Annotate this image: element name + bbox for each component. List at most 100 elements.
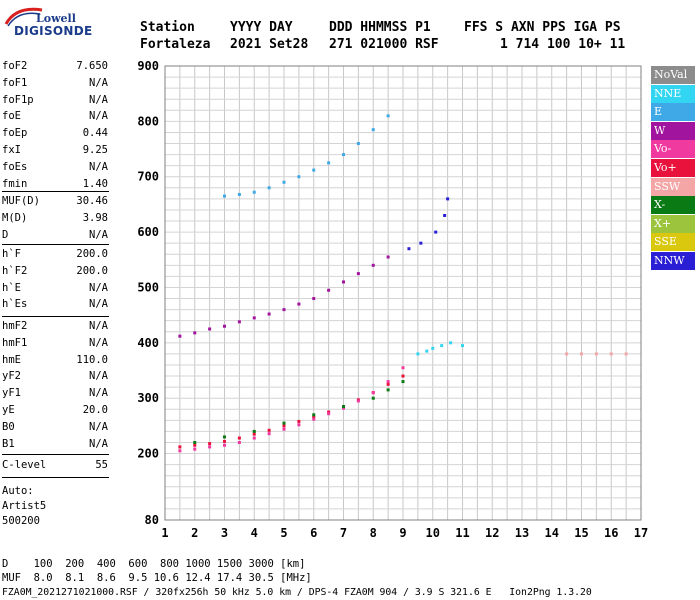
digisonde-logo-swoosh-icon	[4, 7, 43, 27]
x-tick-label: 17	[634, 526, 648, 540]
legend-item: Vo-	[651, 140, 695, 159]
trace-point	[371, 396, 375, 400]
trace-point	[312, 417, 316, 421]
trace-point	[267, 432, 271, 436]
trace-point	[223, 194, 226, 198]
param-row: C-level 55	[2, 457, 108, 474]
param-key: yE	[2, 403, 15, 416]
params-group-critical: foF2 7.650 foF1 N/A foF1p N/A foE N/A foEp 0.44 fx…	[2, 58, 108, 192]
trace-point	[624, 352, 628, 356]
trace-point	[178, 334, 182, 338]
legend-item: SSW	[651, 177, 695, 196]
param-row: MUF(D) 30.46	[2, 193, 108, 210]
trace-point	[386, 388, 390, 392]
param-row: foF1 N/A	[2, 75, 108, 92]
trace-point	[297, 423, 301, 427]
param-value: 1.40	[82, 177, 108, 190]
param-row: hmF2 N/A	[2, 318, 108, 335]
param-key: h`F2	[2, 264, 28, 277]
logo-lowell: Lowell	[36, 12, 76, 25]
param-key: M(D)	[2, 211, 28, 224]
y-tick-label: 500	[137, 280, 159, 294]
params-group-clevel: C-level 55	[2, 457, 108, 474]
trace-point	[297, 419, 301, 423]
param-key: hmE	[2, 353, 21, 366]
trace-point	[178, 445, 182, 449]
param-row: foE N/A	[2, 108, 108, 125]
legend-item: Vo+	[651, 159, 695, 177]
trace-point	[267, 428, 271, 432]
y-tick-label: 300	[137, 391, 159, 405]
trace-point	[440, 344, 444, 348]
trace-point	[565, 352, 569, 356]
trace-point	[223, 443, 226, 447]
trace-point	[419, 241, 423, 245]
trace-point	[208, 442, 212, 446]
param-key: foF1	[2, 76, 28, 89]
param-key: h`E	[2, 281, 21, 294]
trace-point	[386, 380, 390, 384]
params-group-muf: MUF(D) 30.46 M(D) 3.98 D N/A	[2, 193, 108, 243]
header-date-value: 2021 Set28	[230, 37, 309, 52]
trace-point	[449, 341, 453, 345]
trace-point	[312, 297, 316, 301]
param-value: 7.650	[76, 60, 108, 72]
trace-point	[327, 161, 331, 165]
param-row: h`Es N/A	[2, 296, 108, 313]
logo-digisonde: DIGISONDE	[14, 24, 93, 38]
param-row: yE 20.0	[2, 402, 108, 419]
trace-point	[327, 288, 331, 292]
param-row: yF2 N/A	[2, 368, 108, 385]
y-tick-label: 700	[137, 170, 159, 184]
param-row: foF1p N/A	[2, 92, 108, 109]
trace-point	[356, 142, 360, 146]
legend-item: X+	[651, 214, 695, 233]
trace-point	[327, 412, 331, 416]
trace-point	[401, 374, 405, 378]
param-key: foF2	[2, 60, 28, 72]
x-tick-label: 16	[604, 526, 618, 540]
auto-label: Auto:	[2, 485, 34, 497]
params-group-heights: h`F 200.0 h`F2 200.0 h`E N/A h`Es N/A	[2, 246, 108, 313]
param-value: N/A	[89, 160, 108, 173]
trace-point	[223, 439, 226, 443]
param-key: foEs	[2, 160, 28, 173]
divider	[2, 477, 109, 478]
trace-point	[193, 331, 197, 335]
x-tick-label: 11	[455, 526, 469, 540]
param-row: h`F 200.0	[2, 246, 108, 263]
trace-point	[237, 440, 241, 444]
footer-muf-row: MUF 8.0 8.1 8.6 9.5 10.6 12.4 17.4 30.5 …	[2, 572, 312, 584]
trace-point	[223, 435, 226, 439]
x-tick-label: 13	[515, 526, 529, 540]
legend-item: NNE	[651, 84, 695, 103]
param-key: B0	[2, 420, 15, 433]
param-row: M(D) 3.98	[2, 210, 108, 227]
param-value: 0.44	[82, 127, 108, 140]
trace-point	[237, 192, 241, 196]
param-value: 110.0	[76, 353, 108, 366]
chart-grid	[164, 65, 642, 520]
chart-axes: 1 2 3 4 5 6 7 8 9 10 11 12 13 14 15 16 17802003004005006…	[137, 59, 648, 540]
param-key: yF1	[2, 387, 21, 400]
x-tick-label: 3	[221, 526, 228, 540]
trace-point	[327, 410, 331, 414]
param-row: foF2 7.650	[2, 58, 108, 75]
trace-point	[312, 415, 316, 419]
param-key: fxI	[2, 143, 21, 156]
param-key: foEp	[2, 127, 28, 140]
param-row: h`E N/A	[2, 280, 108, 297]
param-value: N/A	[89, 281, 108, 294]
trace-point	[282, 424, 286, 428]
divider	[2, 191, 109, 192]
trace-point	[431, 346, 435, 350]
param-value: N/A	[89, 228, 108, 241]
trace-point	[267, 312, 271, 316]
trace-point	[386, 382, 390, 386]
param-value: N/A	[89, 387, 108, 400]
param-key: hmF1	[2, 336, 28, 349]
chart-traces	[178, 114, 628, 453]
trace-point	[193, 447, 197, 451]
param-value: N/A	[89, 76, 108, 89]
